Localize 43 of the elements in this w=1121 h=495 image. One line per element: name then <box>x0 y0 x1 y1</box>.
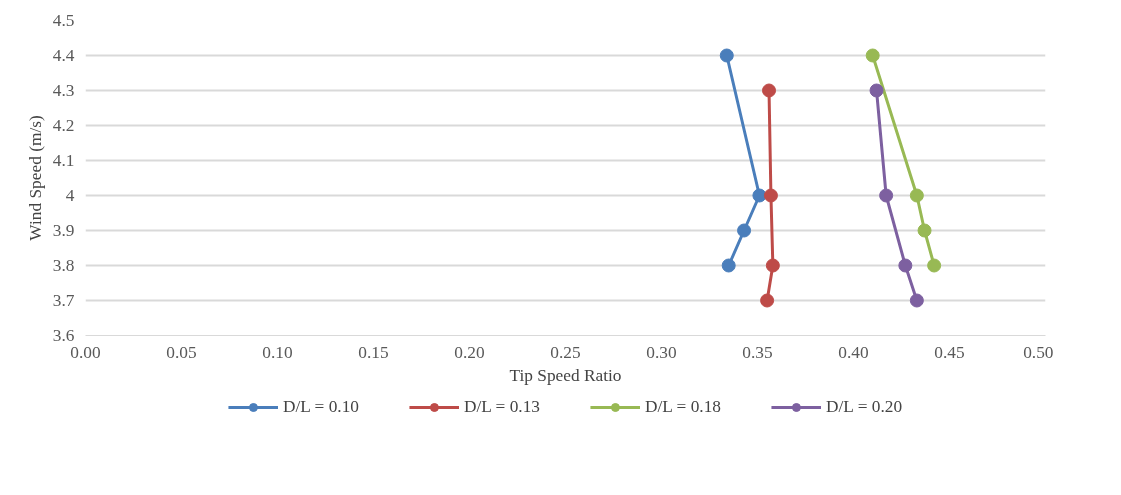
legend-label: D/L = 0.20 <box>826 397 903 417</box>
x-tick-label: 0.25 <box>550 342 581 362</box>
x-tick-label: 0.35 <box>742 342 773 362</box>
point <box>737 223 752 238</box>
y-tick-label: 4 <box>65 186 75 205</box>
point <box>752 188 767 203</box>
point <box>869 83 884 98</box>
y-tick-label: 3.7 <box>52 291 75 310</box>
point <box>763 188 778 203</box>
point <box>909 188 924 203</box>
point <box>917 223 932 238</box>
point <box>909 293 924 308</box>
x-tick-label: 0.10 <box>262 342 293 362</box>
point <box>762 83 777 98</box>
y-tick-label: 4.5 <box>52 11 75 30</box>
y-axis-title: Wind Speed (m/s) <box>25 115 45 241</box>
point <box>898 258 913 273</box>
x-tick-label: 0.15 <box>358 342 389 362</box>
point <box>760 293 775 308</box>
point <box>719 48 734 63</box>
x-tick-label: 0.00 <box>70 342 101 362</box>
point <box>765 258 780 273</box>
x-tick-label: 0.50 <box>1023 342 1054 362</box>
y-tick-label: 4.4 <box>52 46 75 65</box>
point <box>879 188 894 203</box>
x-tick-label: 0.20 <box>454 342 485 362</box>
x-axis-title: Tip Speed Ratio <box>509 365 622 385</box>
x-tick-label: 0.40 <box>838 342 869 362</box>
legend-label: D/L = 0.18 <box>645 397 722 417</box>
x-tick-label: 0.30 <box>646 342 677 362</box>
legend-label: D/L = 0.13 <box>463 397 540 417</box>
x-tick-label: 0.05 <box>166 342 197 362</box>
y-tick-label: 3.8 <box>52 256 75 275</box>
legend-label: D/L = 0.10 <box>282 397 359 417</box>
y-tick-label: 3.9 <box>52 221 75 240</box>
point <box>927 258 942 273</box>
x-tick-label: 0.45 <box>934 342 965 362</box>
y-tick-label: 4.2 <box>52 116 75 135</box>
point <box>865 48 880 63</box>
y-tick-label: 4.1 <box>52 151 75 170</box>
y-tick-label: 4.3 <box>52 81 75 100</box>
point <box>721 258 736 273</box>
y-tick-label: 3.6 <box>52 326 75 345</box>
